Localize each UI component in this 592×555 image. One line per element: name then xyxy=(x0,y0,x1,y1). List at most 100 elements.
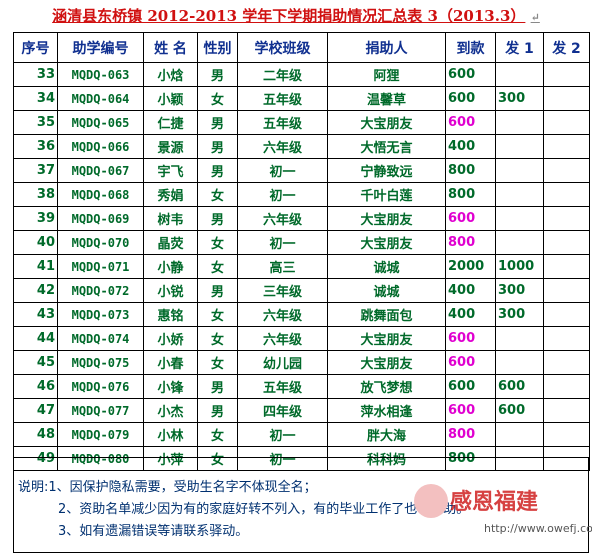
column-header: 助学编号 xyxy=(57,32,144,63)
cell-f1: 300 xyxy=(495,302,544,327)
cell-no: 35 xyxy=(13,110,58,135)
cell-amt: 600 xyxy=(445,206,496,231)
cell-sex: 男 xyxy=(197,62,238,87)
cell-sex: 女 xyxy=(197,230,238,255)
cell-name: 小林 xyxy=(143,422,198,447)
cell-name: 晶荧 xyxy=(143,230,198,255)
table-row: 40 MQDQ-070 晶荧女初一 大宝朋友 800 xyxy=(13,230,590,255)
cell-f2 xyxy=(543,158,590,183)
table-row: 33 MQDQ-063 小焓男二年级 阿狸 600 xyxy=(13,62,590,87)
cell-cls: 三年级 xyxy=(237,278,328,303)
cell-sex: 女 xyxy=(197,326,238,351)
cell-f1 xyxy=(495,110,544,135)
cell-donor: 诚城 xyxy=(327,278,446,303)
cell-f2 xyxy=(543,86,590,111)
table-row: 38 MQDQ-068 秀娟女初一 千叶白莲 800 xyxy=(13,182,590,207)
cell-no: 44 xyxy=(13,326,58,351)
cell-no: 49 xyxy=(13,446,58,471)
cell-amt: 600 xyxy=(445,326,496,351)
cell-cls: 五年级 xyxy=(237,86,328,111)
cell-f1 xyxy=(495,62,544,87)
cell-sex: 男 xyxy=(197,110,238,135)
cell-name: 仁捷 xyxy=(143,110,198,135)
cell-donor: 大宝朋友 xyxy=(327,110,446,135)
cell-name: 小春 xyxy=(143,350,198,375)
cell-name: 秀娟 xyxy=(143,182,198,207)
cell-no: 43 xyxy=(13,302,58,327)
cell-amt: 400 xyxy=(445,302,496,327)
cell-sex: 女 xyxy=(197,446,238,471)
table-row: 41 MQDQ-071 小静女高三 诚城 2000 1000 xyxy=(13,254,590,279)
cell-cls: 初一 xyxy=(237,182,328,207)
cell-no: 42 xyxy=(13,278,58,303)
table-row: 49 MQDQ-080 小萍女初一 科科妈 800 xyxy=(13,446,590,471)
cell-no: 38 xyxy=(13,182,58,207)
cell-no: 47 xyxy=(13,398,58,423)
column-header: 姓 名 xyxy=(143,32,198,63)
cell-code: MQDQ-071 xyxy=(57,254,144,279)
cell-amt: 600 xyxy=(445,374,496,399)
note-3: 3、如有遗漏错误等请联系驿动。 xyxy=(58,524,249,539)
cell-name: 宇飞 xyxy=(143,158,198,183)
cell-name: 小娇 xyxy=(143,326,198,351)
cell-name: 小锋 xyxy=(143,374,198,399)
cell-no: 33 xyxy=(13,62,58,87)
column-header: 学校班级 xyxy=(237,32,328,63)
cell-cls: 初一 xyxy=(237,158,328,183)
cell-cls: 四年级 xyxy=(237,398,328,423)
cell-code: MQDQ-075 xyxy=(57,350,144,375)
table-row: 44 MQDQ-074 小娇女六年级 大宝朋友 600 xyxy=(13,326,590,351)
cell-sex: 男 xyxy=(197,134,238,159)
cell-code: MQDQ-068 xyxy=(57,182,144,207)
cell-donor: 大宝朋友 xyxy=(327,350,446,375)
cell-f1 xyxy=(495,134,544,159)
cell-no: 48 xyxy=(13,422,58,447)
cell-f2 xyxy=(543,278,590,303)
cell-f1 xyxy=(495,206,544,231)
watermark: 感恩福建 http://www.owefj.com xyxy=(414,480,592,550)
cell-code: MQDQ-079 xyxy=(57,422,144,447)
cell-code: MQDQ-063 xyxy=(57,62,144,87)
cell-code: MQDQ-077 xyxy=(57,398,144,423)
cell-sex: 男 xyxy=(197,206,238,231)
cell-amt: 600 xyxy=(445,86,496,111)
cell-cls: 六年级 xyxy=(237,302,328,327)
cell-no: 36 xyxy=(13,134,58,159)
cell-amt: 800 xyxy=(445,230,496,255)
cell-f2 xyxy=(543,302,590,327)
cell-no: 46 xyxy=(13,374,58,399)
cell-sex: 女 xyxy=(197,86,238,111)
note-1: 说明:1、因保护隐私需要，受助生名字不体现全名； xyxy=(18,480,317,495)
cell-cls: 二年级 xyxy=(237,62,328,87)
cell-no: 45 xyxy=(13,350,58,375)
cell-f2 xyxy=(543,134,590,159)
cell-cls: 初一 xyxy=(237,230,328,255)
cell-f1 xyxy=(495,158,544,183)
note-2: 2、资助名单减少因为有的家庭好转不列入，有的毕业工作了也不资助。 xyxy=(58,502,470,517)
cell-cls: 六年级 xyxy=(237,206,328,231)
cell-name: 树韦 xyxy=(143,206,198,231)
cell-sex: 女 xyxy=(197,302,238,327)
cell-sex: 女 xyxy=(197,182,238,207)
notes-box: 说明:1、因保护隐私需要，受助生名字不体现全名； 2、资助名单减少因为有的家庭好… xyxy=(13,457,589,553)
cell-code: MQDQ-076 xyxy=(57,374,144,399)
cell-f1: 600 xyxy=(495,374,544,399)
cell-donor: 大宝朋友 xyxy=(327,206,446,231)
cell-donor: 阿狸 xyxy=(327,62,446,87)
cell-f2 xyxy=(543,182,590,207)
cell-cls: 六年级 xyxy=(237,134,328,159)
cell-name: 景源 xyxy=(143,134,198,159)
cell-f2 xyxy=(543,374,590,399)
cell-donor: 宁静致远 xyxy=(327,158,446,183)
cell-f1 xyxy=(495,182,544,207)
cell-cls: 初一 xyxy=(237,422,328,447)
cell-f2 xyxy=(543,62,590,87)
column-header: 性别 xyxy=(197,32,238,63)
cell-donor: 放飞梦想 xyxy=(327,374,446,399)
cell-amt: 600 xyxy=(445,350,496,375)
cell-donor: 大宝朋友 xyxy=(327,326,446,351)
cell-name: 小颖 xyxy=(143,86,198,111)
cell-no: 41 xyxy=(13,254,58,279)
cell-code: MQDQ-070 xyxy=(57,230,144,255)
